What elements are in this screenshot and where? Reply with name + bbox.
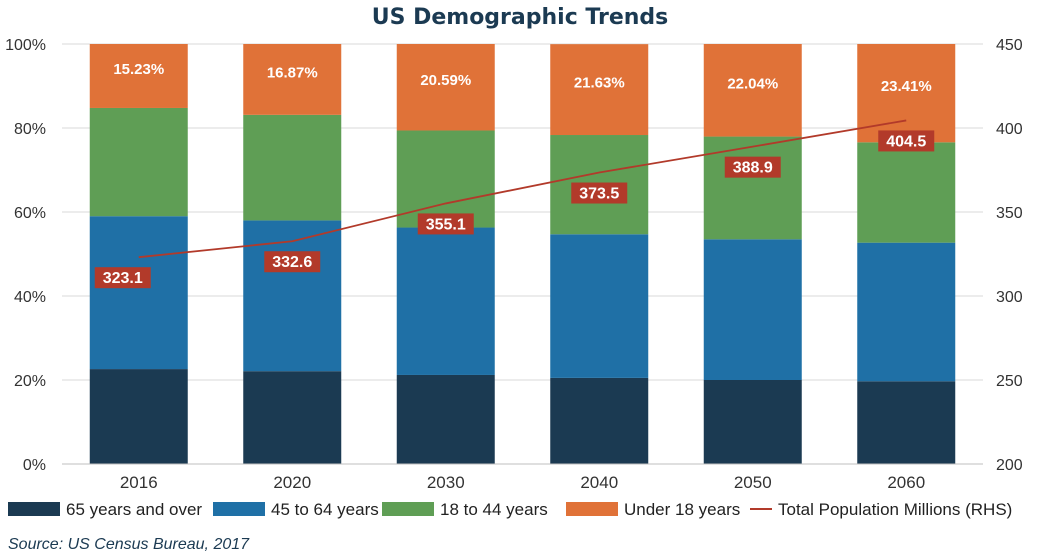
- x-tick-label: 2050: [734, 473, 772, 492]
- bar-segment-65-years-and-over: [550, 377, 649, 464]
- bar-segment-45-to-64-years: [396, 227, 495, 375]
- x-tick-label: 2040: [580, 473, 618, 492]
- legend-swatch: [213, 502, 265, 516]
- population-label-box: [94, 267, 151, 289]
- x-tick-label: 2016: [120, 473, 158, 492]
- population-label-box: [878, 130, 935, 152]
- x-tick-label: 2020: [273, 473, 311, 492]
- bar-segment-45-to-64-years: [89, 216, 188, 370]
- y-left-tick-label: 0%: [23, 457, 46, 474]
- legend-label: 45 to 64 years: [271, 500, 379, 519]
- legend-swatch: [382, 502, 434, 516]
- bar-segment-18-to-44-years: [703, 136, 802, 240]
- y-left-tick-label: 100%: [5, 37, 46, 54]
- x-tick-label: 2030: [427, 473, 465, 492]
- bar-segment-65-years-and-over: [396, 374, 495, 464]
- population-label-box: [264, 251, 321, 273]
- under-18-data-label: 23.41%: [881, 78, 932, 95]
- y-right-tick-label: 450: [996, 37, 1023, 54]
- population-data-label: 332.6: [272, 254, 312, 271]
- x-tick-label: 2060: [887, 473, 925, 492]
- y-left-tick-label: 40%: [14, 289, 46, 306]
- bar-segment-under-18-years: [396, 44, 495, 131]
- under-18-data-label: 15.23%: [113, 61, 164, 78]
- legend-swatch: [8, 502, 60, 516]
- bar-segment-45-to-64-years: [550, 234, 649, 378]
- y-right-tick-label: 350: [996, 205, 1023, 222]
- y-left-tick-label: 60%: [14, 205, 46, 222]
- population-line: [138, 119, 907, 259]
- population-data-label: 404.5: [886, 133, 926, 150]
- source-note: Source: US Census Bureau, 2017: [8, 536, 250, 553]
- bar-segment-65-years-and-over: [857, 381, 956, 464]
- bar-segment-under-18-years: [703, 44, 802, 137]
- y-right-tick-label: 250: [996, 373, 1023, 390]
- y-left-tick-label: 20%: [14, 373, 46, 390]
- y-right-tick-label: 200: [996, 457, 1023, 474]
- chart-title: US Demographic Trends: [372, 5, 669, 30]
- under-18-data-label: 22.04%: [727, 75, 778, 92]
- bar-segment-45-to-64-years: [857, 242, 956, 382]
- under-18-data-label: 21.63%: [574, 74, 625, 91]
- bar-segment-18-to-44-years: [89, 107, 188, 217]
- population-data-label: 373.5: [579, 186, 619, 203]
- bar-segment-18-to-44-years: [243, 114, 342, 221]
- bar-segment-under-18-years: [89, 44, 188, 108]
- population-data-label: 388.9: [733, 160, 773, 177]
- legend-label: Under 18 years: [624, 500, 740, 519]
- legend-label: Total Population Millions (RHS): [778, 500, 1012, 519]
- bar-segment-45-to-64-years: [243, 220, 342, 372]
- population-data-label: 323.1: [103, 270, 143, 287]
- bar-segment-under-18-years: [243, 44, 342, 115]
- bar-segment-65-years-and-over: [703, 380, 802, 464]
- bar-segment-45-to-64-years: [703, 239, 802, 380]
- population-label-box: [417, 213, 474, 235]
- legend-label: 65 years and over: [66, 500, 202, 519]
- bar-segment-65-years-and-over: [243, 371, 342, 464]
- legend-swatch: [566, 502, 618, 516]
- under-18-data-label: 20.59%: [420, 72, 471, 89]
- y-left-tick-label: 80%: [14, 121, 46, 138]
- population-data-label: 355.1: [426, 216, 466, 233]
- bar-segment-65-years-and-over: [89, 369, 188, 464]
- bar-segment-18-to-44-years: [396, 130, 495, 228]
- y-right-tick-label: 300: [996, 289, 1023, 306]
- population-label-box: [724, 156, 781, 178]
- under-18-data-label: 16.87%: [267, 64, 318, 81]
- y-right-tick-label: 400: [996, 121, 1023, 138]
- population-label-box: [571, 182, 628, 204]
- legend-label: 18 to 44 years: [440, 500, 548, 519]
- bar-segment-18-to-44-years: [857, 142, 956, 243]
- bar-segment-under-18-years: [550, 44, 649, 136]
